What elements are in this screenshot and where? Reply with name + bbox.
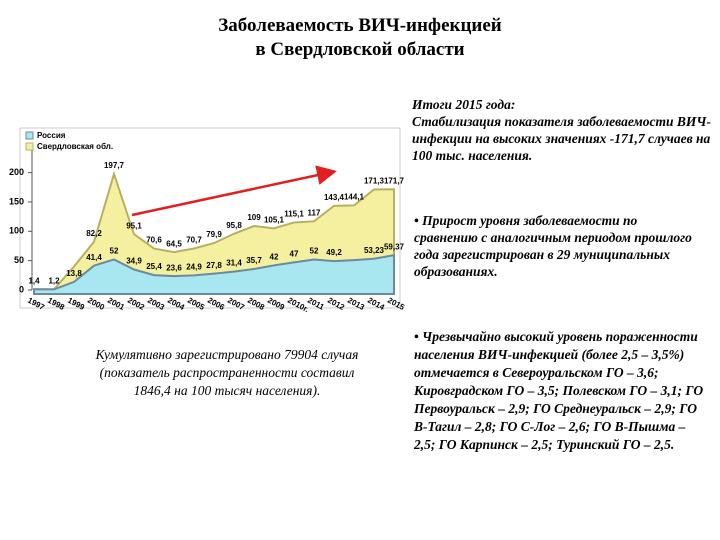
x-tick: 2004 <box>166 296 186 313</box>
x-tick-label: 1999 <box>66 296 86 313</box>
x-tick: 2002 <box>126 296 146 313</box>
x-tick-label: 2002 <box>126 296 146 313</box>
prevalence-text: • Чрезвычайно высокий уровень пораженнос… <box>414 329 704 452</box>
value-label: 13,8 <box>66 269 82 278</box>
summary-block: Итоги 2015 года: Стабилизация показателя… <box>412 96 712 164</box>
value-label: 105,1 <box>264 215 285 224</box>
value-label: 1,4 <box>28 276 40 285</box>
value-label: 25,4 <box>146 262 162 271</box>
x-tick-label: 2010г. <box>286 296 310 315</box>
value-label: 70,6 <box>146 236 162 245</box>
x-tick-label: 2004 <box>166 296 186 313</box>
value-label: 27,8 <box>206 261 222 270</box>
x-tick: 2015 <box>386 296 406 313</box>
value-label: 144,1 <box>344 193 365 202</box>
value-label: 34,9 <box>126 257 142 266</box>
x-tick: 2005 <box>186 296 206 313</box>
x-tick: 2000 <box>86 296 106 313</box>
x-tick: 2013 <box>346 296 366 313</box>
area <box>33 253 395 295</box>
title-line: Заболеваемость ВИЧ-инфекцией <box>218 15 502 36</box>
value-label: 95,8 <box>226 221 242 230</box>
legend-swatch <box>25 131 34 140</box>
y-tick-label: 150 <box>9 196 24 206</box>
x-tick-label: 1997 <box>26 296 46 313</box>
x-tick-label: 2000 <box>86 296 106 313</box>
x-tick-label: 2014 <box>366 296 386 313</box>
x-tick-label: 2001 <box>106 296 126 313</box>
x-tick: 2008 <box>246 296 266 313</box>
value-label: 1,2 <box>48 276 60 285</box>
value-label: 79,9 <box>206 230 222 239</box>
value-label: 31,4 <box>226 259 242 268</box>
value-label: 95,1 <box>126 221 142 230</box>
x-tick-label: 2009 <box>266 296 286 313</box>
x-tick-label: 1998 <box>46 296 66 313</box>
summary-text: Стабилизация показателя заболеваемости В… <box>412 114 711 163</box>
x-tick: 2001 <box>106 296 126 313</box>
x-tick: 1999 <box>66 296 86 313</box>
value-label: 70,7 <box>186 236 202 245</box>
x-tick-label: 2005 <box>186 296 206 313</box>
value-label: 49,2 <box>326 248 342 257</box>
value-label: 117 <box>308 208 321 217</box>
value-label: 115,1 <box>284 210 304 219</box>
x-tick-label: 2007 <box>226 296 246 313</box>
value-label: 82,2 <box>86 229 102 238</box>
y-tick-label: 0 <box>19 284 24 294</box>
value-label: 41,4 <box>86 253 102 262</box>
value-label: 143,4 <box>324 193 345 202</box>
value-label: 23,6 <box>166 263 182 272</box>
cumulative-text: Кумулятивно зарегистрировано 79904 случа… <box>95 347 359 398</box>
x-tick-label: 2008 <box>246 296 266 313</box>
legend-swatch <box>25 142 34 151</box>
x-tick: 1998 <box>46 296 66 313</box>
y-tick-label: 200 <box>9 167 24 177</box>
x-tick: 1997 <box>26 296 46 313</box>
x-tick: 2007 <box>226 296 246 313</box>
y-tick-label: 50 <box>14 255 24 265</box>
growth-text: • Прирост уровня заболеваемости по сравн… <box>414 213 692 279</box>
x-tick: 2003 <box>146 296 166 313</box>
value-label: 52 <box>310 247 319 256</box>
value-label: 47 <box>290 250 299 259</box>
value-label: 24,9 <box>186 262 202 271</box>
summary-heading: Итоги 2015 года: <box>412 97 516 112</box>
title-line: в Свердловской области <box>255 39 465 60</box>
value-label: 171,7 <box>384 176 405 185</box>
x-tick: 2009 <box>266 296 286 313</box>
x-tick: 2010г. <box>286 296 310 315</box>
x-tick-label: 2006 <box>206 296 226 313</box>
x-tick-label: 2011 <box>306 296 326 312</box>
value-label: 42 <box>270 252 279 261</box>
x-tick: 2012 <box>326 296 346 313</box>
x-tick: 2014 <box>366 296 386 313</box>
slide-title: Заболеваемость ВИЧ-инфекцией в Свердловс… <box>0 14 720 62</box>
value-label: 197,7 <box>104 161 125 170</box>
value-label: 53,23 <box>364 246 385 255</box>
x-tick-label: 2015 <box>386 296 406 313</box>
value-label: 35,7 <box>246 256 262 265</box>
value-label: 171,3 <box>364 177 385 186</box>
value-label: 64,5 <box>166 239 182 248</box>
legend-label: Свердловская обл. <box>37 142 113 151</box>
value-label: 52 <box>110 247 119 256</box>
chart-frame <box>19 127 401 309</box>
value-label: 109 <box>247 213 261 222</box>
x-tick-label: 2003 <box>146 296 166 313</box>
x-tick-label: 2012 <box>326 296 346 313</box>
legend-label: Россия <box>37 131 66 140</box>
value-label: 59,37 <box>384 242 405 251</box>
x-tick: 2011 <box>306 296 326 312</box>
trend-arrow <box>131 165 337 217</box>
x-tick: 2006 <box>206 296 226 313</box>
y-tick-label: 100 <box>9 226 24 236</box>
x-tick-label: 2013 <box>346 296 366 313</box>
